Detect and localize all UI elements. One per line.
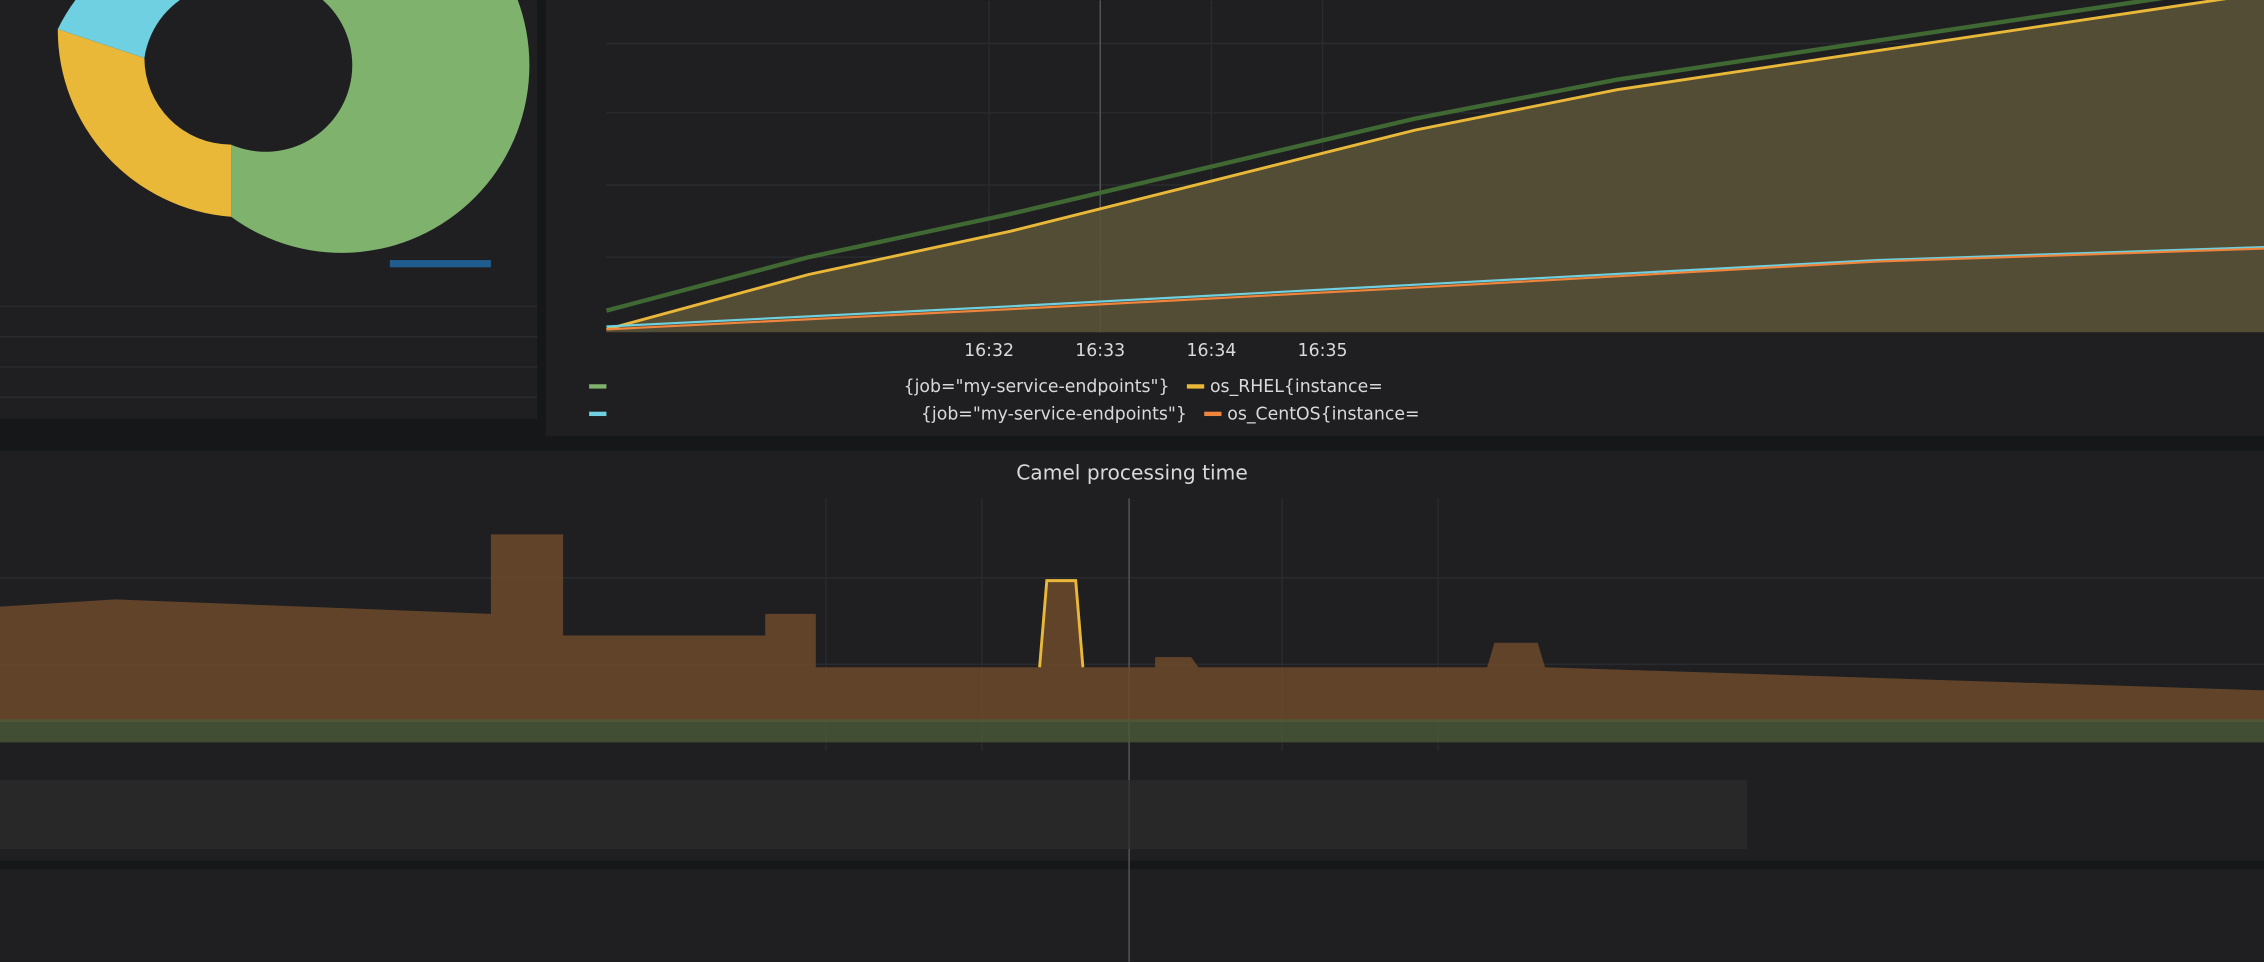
camel-legend — [0, 779, 1748, 850]
series-line — [606, 0, 2227, 331]
camel-baseline — [0, 719, 2264, 743]
legend-swatch — [589, 384, 607, 389]
donut-slice — [231, 0, 530, 253]
donut-slice — [57, 29, 232, 217]
donut — [57, 0, 530, 253]
legend-label: os_CentOS{instance= — [1227, 405, 1419, 425]
donut-slice — [57, 0, 181, 58]
legend-label: os_RHEL{instance= — [1210, 377, 1383, 397]
x-tick-label: 16:35 — [1298, 341, 1348, 361]
series-line — [606, 247, 2264, 331]
x-tick-label: 16:34 — [1186, 341, 1236, 361]
camel-area — [0, 534, 2264, 723]
pie-legend — [0, 260, 538, 398]
series-line — [605, 0, 2164, 313]
x-tick-label: 16:33 — [1075, 341, 1125, 361]
x-tick-label: 16:32 — [964, 341, 1014, 361]
legend-swatch — [1204, 411, 1222, 417]
bottom-panel — [0, 869, 2264, 962]
legend-bar — [389, 260, 491, 268]
camel-spike — [1038, 579, 1085, 668]
area-fill — [606, 0, 2264, 333]
legend-swatch — [589, 411, 607, 417]
legend-swatch — [1186, 384, 1205, 389]
panel-title: Camel processing time — [1016, 460, 1248, 484]
series-line — [606, 246, 2264, 328]
legend-label: {job="my-service-endpoints"} — [904, 377, 1170, 397]
legend-label: {job="my-service-endpoints"} — [921, 405, 1187, 425]
